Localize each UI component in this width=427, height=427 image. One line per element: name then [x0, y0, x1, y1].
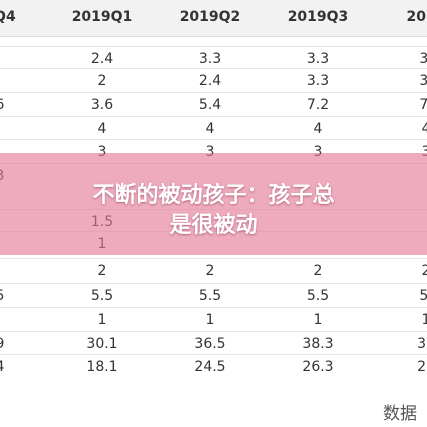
table-cell: 3.6	[90, 97, 114, 113]
row-divider	[0, 92, 427, 93]
table-cell: 3	[205, 144, 215, 160]
table-cell: 7.2	[306, 97, 330, 113]
table-cell: 5.5	[198, 288, 222, 304]
table-header: 3Q4 2019Q1 2019Q2 2019Q3 2019	[0, 0, 427, 37]
table-cell: 26	[417, 359, 427, 375]
table-cell: 38.3	[302, 336, 334, 352]
table-cell: 38	[417, 336, 427, 352]
row-divider	[0, 46, 427, 47]
header-cell: 2019Q2	[179, 9, 241, 25]
table-cell: 2	[205, 263, 215, 279]
row-divider	[0, 116, 427, 117]
table-cell: 4	[313, 121, 323, 137]
row-divider	[0, 331, 427, 332]
table-cell: 4	[205, 121, 215, 137]
row-divider	[0, 139, 427, 140]
header-cell: 2019	[406, 9, 427, 25]
table-cell: 24.5	[194, 359, 226, 375]
table-cell: 3.3	[306, 51, 330, 67]
header-cell: 2019Q3	[287, 9, 349, 25]
table-cell: 1	[205, 312, 215, 328]
table-cell: 6	[0, 96, 50, 114]
table-cell: 7.	[419, 97, 427, 113]
row-divider	[0, 68, 427, 69]
header-cell: 3Q4	[0, 9, 16, 25]
row-divider	[0, 354, 427, 355]
table-cell: 30.1	[86, 336, 118, 352]
table-cell: 3	[97, 144, 107, 160]
table-cell: 4	[0, 358, 50, 376]
table-cell: 1	[97, 312, 107, 328]
table-cell: 5	[0, 287, 50, 305]
table-cell: 2	[313, 263, 323, 279]
table-cell: 3.3	[198, 51, 222, 67]
table-cell: 2	[97, 73, 107, 89]
header-cell: 2019Q1	[71, 9, 133, 25]
table-cell: 5.5	[306, 288, 330, 304]
table-cell: 1	[313, 312, 323, 328]
table-cell: 4	[421, 121, 427, 137]
table-cell: 3.	[419, 51, 427, 67]
table-cell: 3.3	[306, 73, 330, 89]
table-cell: 1	[421, 312, 427, 328]
table-cell: 5.	[419, 288, 427, 304]
table-cell: 3	[313, 144, 323, 160]
table-cell: 3.	[419, 73, 427, 89]
watermark: 数据	[383, 404, 417, 424]
table-cell: 2	[421, 263, 427, 279]
table-cell: 2.4	[198, 73, 222, 89]
table-cell: 5.5	[90, 288, 114, 304]
table-cell: 3	[421, 144, 427, 160]
title-banner: 不断的被动孩子：孩子总 是很被动	[0, 153, 427, 255]
table-cell: 2.4	[90, 51, 114, 67]
table-cell: 9	[0, 335, 50, 353]
row-divider	[0, 283, 427, 284]
table-cell: 4	[97, 121, 107, 137]
table-cell: 36.5	[194, 336, 226, 352]
table-cell: 2	[97, 263, 107, 279]
table-cell: 26.3	[302, 359, 334, 375]
banner-title-line: 不断的被动孩子：孩子总	[92, 183, 335, 208]
banner-title: 不断的被动孩子：孩子总 是很被动	[0, 181, 427, 241]
row-divider	[0, 307, 427, 308]
banner-title-line: 是很被动	[169, 213, 258, 238]
table-cell: 5.4	[198, 97, 222, 113]
table-cell: 18.1	[86, 359, 118, 375]
row-divider	[0, 258, 427, 259]
